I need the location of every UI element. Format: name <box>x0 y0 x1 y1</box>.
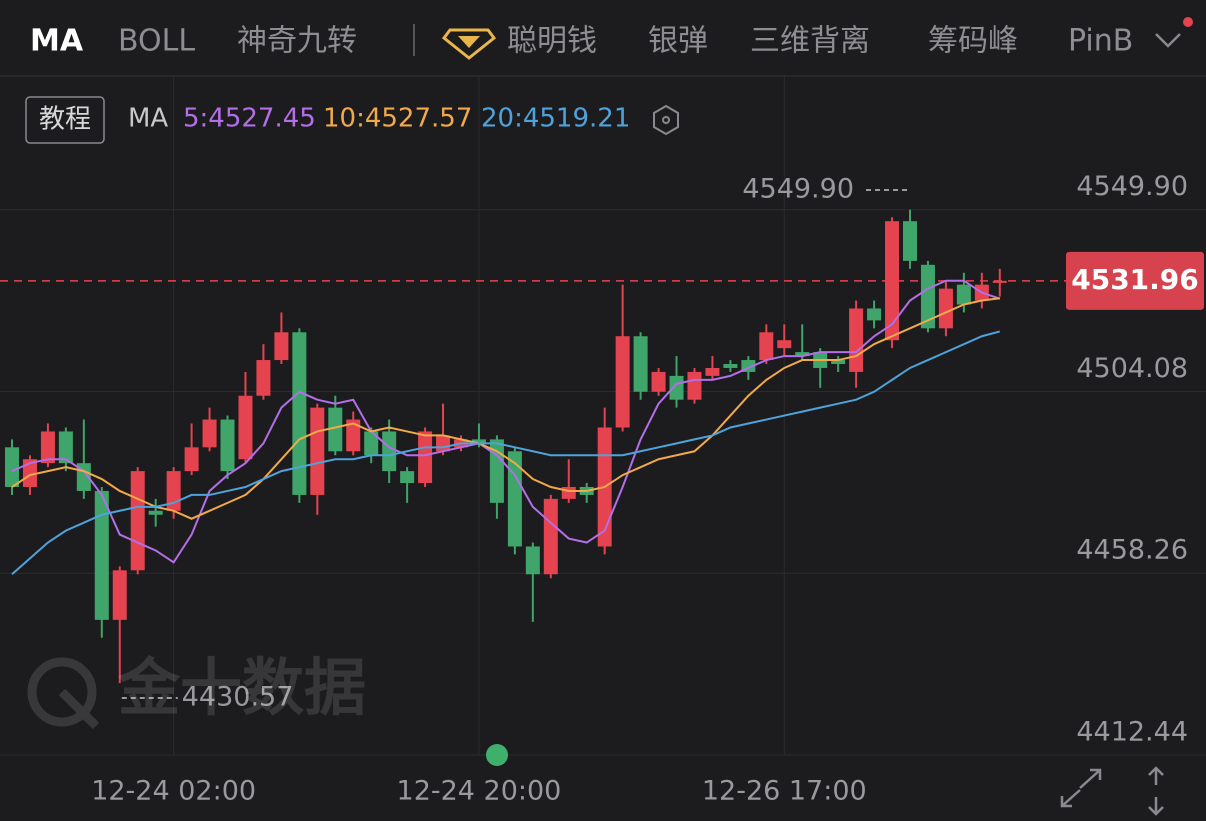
candle-body <box>364 431 379 456</box>
candle-body <box>759 332 774 361</box>
tab[interactable]: 银弹 <box>648 24 708 59</box>
indicator-name: MA <box>128 104 168 134</box>
tab[interactable]: 神奇九转 <box>237 24 357 59</box>
candle-body <box>867 308 882 321</box>
candle-body <box>436 435 451 452</box>
candle-body <box>58 431 73 464</box>
current-price-label: 4531.96 <box>1071 263 1199 296</box>
ma-line <box>11 330 1001 576</box>
candle-body <box>992 280 1007 283</box>
notification-dot <box>1183 17 1193 27</box>
candle-body <box>903 221 917 261</box>
candle-body <box>849 308 864 372</box>
expand-icon[interactable] <box>1060 768 1102 808</box>
legend-entry: 5:4527.45 <box>183 104 316 134</box>
candle-body <box>184 447 199 472</box>
tab[interactable]: 筹码峰 <box>928 24 1018 59</box>
legend-entry: 10:4527.57 <box>323 104 472 134</box>
candle-body <box>920 264 935 329</box>
ma-line <box>11 279 1001 564</box>
candle-body <box>94 490 109 620</box>
candle-body <box>112 570 127 620</box>
candle-body <box>382 431 397 472</box>
candle-body <box>831 360 846 365</box>
diamond-icon[interactable] <box>441 28 497 60</box>
candle-body <box>651 371 666 392</box>
ma-line <box>11 297 1000 520</box>
candle-body <box>238 395 253 460</box>
current-price-box <box>1066 251 1204 310</box>
candle-body <box>292 332 307 495</box>
settings-icon-dot <box>662 116 670 124</box>
candle-body <box>400 471 415 484</box>
plot-area: 4549.90 4504.08 4458.26 4412.44 12-24 02:00 1… <box>0 76 1206 807</box>
tab[interactable]: BOLL <box>118 24 195 59</box>
tab[interactable]: 聪明钱 <box>507 24 597 59</box>
candle-body <box>328 407 343 452</box>
vertical-scale-icon[interactable] <box>1148 766 1164 816</box>
low-marker-label: 4430.57 <box>182 682 294 713</box>
candle-body <box>956 284 971 305</box>
candle-body <box>543 498 558 575</box>
candle-body <box>723 364 738 368</box>
candle-body <box>22 459 37 487</box>
candle-body <box>220 419 235 472</box>
candle-body <box>705 367 720 376</box>
y-tick-label: 4549.90 <box>1076 171 1188 202</box>
candle-body <box>148 510 163 515</box>
candle-body <box>633 336 648 392</box>
watermark-logo <box>27 657 100 730</box>
candle-body <box>130 471 145 571</box>
candle-body <box>615 336 630 428</box>
more-chevron[interactable] <box>1155 33 1181 48</box>
candle-body <box>741 360 756 372</box>
settings-icon[interactable] <box>653 104 679 136</box>
x-tick-label: 12-26 17:00 <box>702 776 867 807</box>
candle-body <box>310 407 325 495</box>
tutorial-button[interactable] <box>25 96 105 144</box>
candle-body <box>795 352 810 357</box>
toolbar: MA BOLL 神奇九转 聪明钱 银弹 三维背离 筹码峰 PinB <box>30 10 1206 70</box>
candle-body <box>938 288 953 329</box>
candle-body <box>507 451 522 547</box>
y-tick-label: 4458.26 <box>1076 535 1188 566</box>
candle-body <box>885 221 900 341</box>
candle-body <box>40 431 55 464</box>
tab[interactable]: MA <box>30 24 84 59</box>
candle-body <box>274 332 289 361</box>
candle-body <box>489 439 504 503</box>
candle-body <box>471 439 486 444</box>
tab[interactable]: 三维背离 <box>750 24 870 59</box>
candle-body <box>256 360 271 396</box>
event-dot[interactable] <box>486 744 508 766</box>
x-tick-label: 12-24 20:00 <box>397 776 562 807</box>
candle-body <box>777 340 792 349</box>
candle-body <box>202 419 217 448</box>
x-tick-label: 12-24 02:00 <box>91 776 256 807</box>
legend-entry: 20:4519.21 <box>481 104 630 134</box>
candle-body <box>669 375 684 400</box>
candle-body <box>5 447 19 487</box>
candle-body <box>687 371 702 400</box>
tab[interactable]: PinB <box>1068 24 1133 59</box>
high-marker-label: 4549.90 <box>742 174 854 205</box>
candle-body <box>525 546 540 575</box>
candle-body <box>346 419 361 452</box>
candle-body <box>418 431 433 484</box>
y-tick-label: 4504.08 <box>1076 353 1188 384</box>
y-tick-label: 4412.44 <box>1076 717 1188 748</box>
tutorial-label: 教程 <box>39 105 91 135</box>
candle-body <box>561 486 576 499</box>
watermark: 金十数据 <box>117 651 366 724</box>
